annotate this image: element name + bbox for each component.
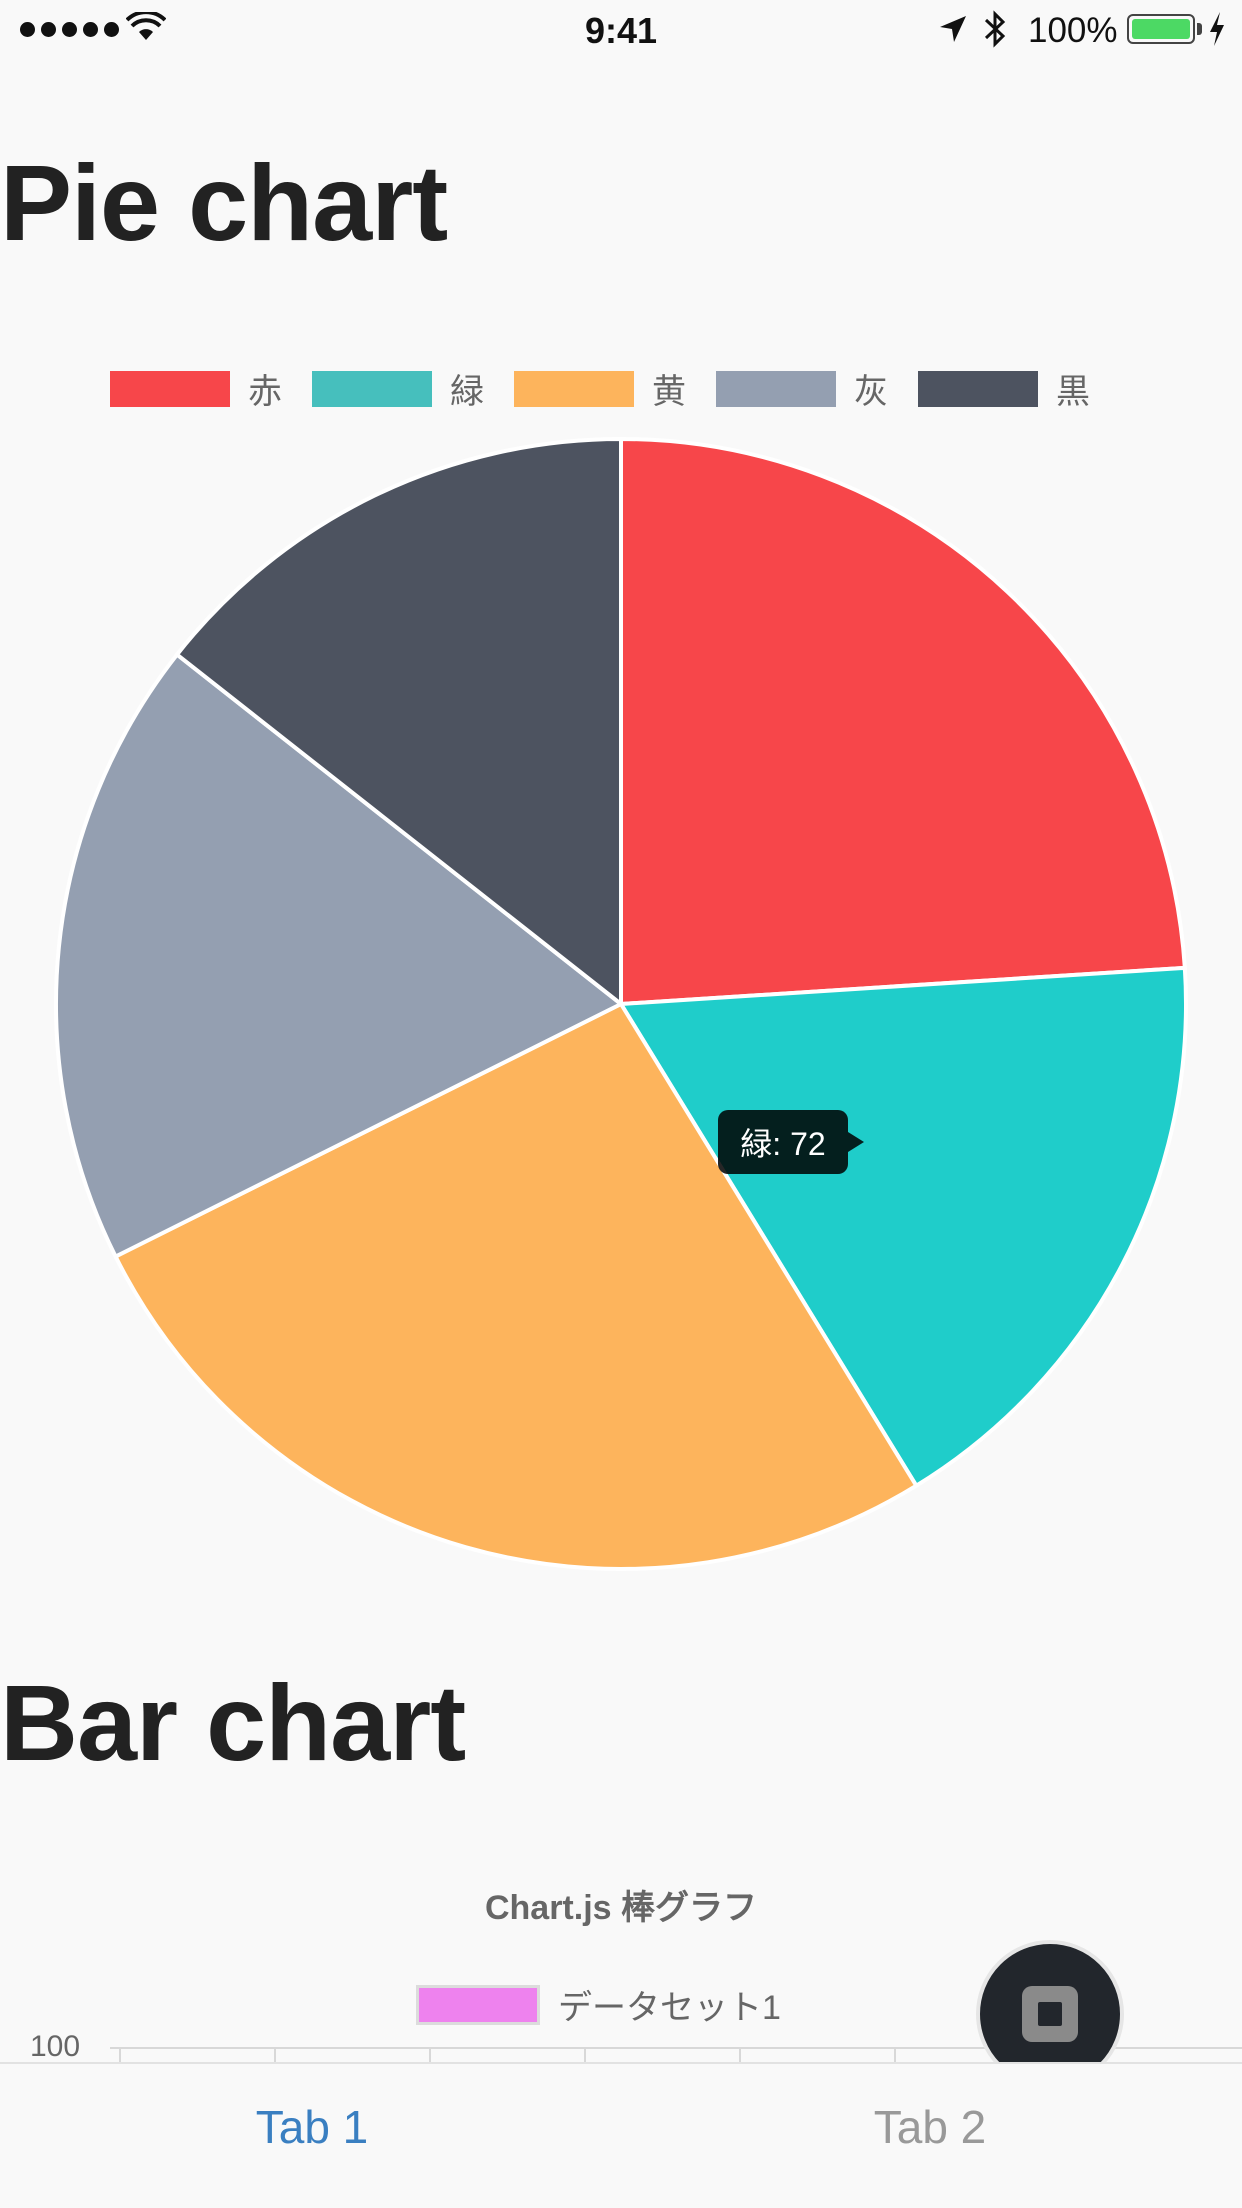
bar-chart-title: Chart.js 棒グラフ [484,1889,758,1927]
pie-slice-3[interactable] [54,651,625,1260]
signal-strength-icon [20,22,119,37]
stop-square-icon [1022,1986,1078,2042]
legend-swatch [312,370,432,407]
legend-label: データセット1 [558,1989,781,2027]
legend-item[interactable]: 赤 [110,364,282,413]
legend-swatch [918,370,1038,407]
battery-icon [1127,14,1195,44]
legend-item[interactable]: 灰 [716,364,888,413]
legend-item[interactable]: 緑 [312,364,484,413]
status-time: 9:41 [584,10,658,51]
legend-item[interactable]: 黄 [514,364,686,413]
legend-label: 黒 [1056,373,1090,411]
legend-swatch [716,370,836,407]
legend-swatch [514,370,634,407]
legend-item[interactable]: データセット1 [416,1980,781,2029]
pie-chart-heading: Pie chart [0,142,448,263]
wifi-icon [126,12,166,40]
battery-percent: 100% [1028,11,1118,50]
bar-chart-heading: Bar chart [0,1662,466,1783]
pie-slice-0[interactable] [619,436,1187,1007]
pie-slice-1[interactable] [617,965,1188,1489]
tab-2[interactable]: Tab 2 [873,2101,987,2153]
status-bar: 9:41 100% [0,0,1242,60]
legend-label: 灰 [854,373,888,411]
tab-bar: Tab 1 Tab 2 [0,2062,1242,2208]
legend-label: 黄 [652,373,686,411]
legend-item[interactable]: 黒 [918,364,1090,413]
legend-swatch [110,370,230,407]
pie-tooltip: 緑: 72 [718,1110,864,1174]
charging-bolt-icon [1210,12,1224,46]
pie-chart [54,436,1188,1572]
pie-slice-4[interactable] [174,436,623,1009]
pie-legend: 赤緑黄灰黒 [110,364,1120,413]
legend-label: 赤 [248,373,282,411]
bluetooth-icon [984,10,1006,48]
legend-label: 緑 [450,373,484,411]
legend-swatch [416,1984,540,2025]
location-arrow-icon [940,16,966,42]
pie-slice-2[interactable] [112,1001,920,1572]
battery-cap [1197,23,1202,35]
tab-1[interactable]: Tab 1 [255,2101,369,2153]
y-tick-label: 100 [30,2030,81,2063]
bar-legend: データセット1 [416,1980,811,2029]
